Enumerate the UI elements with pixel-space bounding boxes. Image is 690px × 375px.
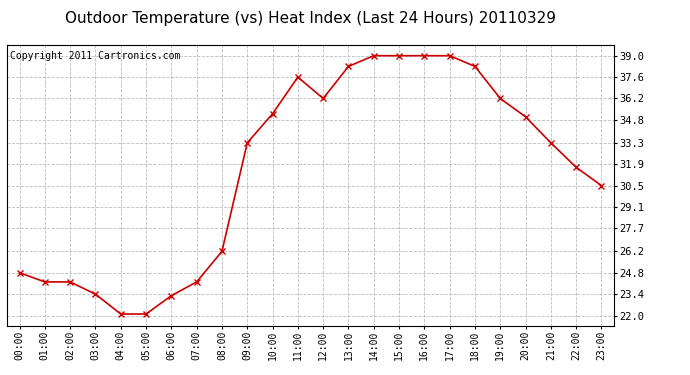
Text: Copyright 2011 Cartronics.com: Copyright 2011 Cartronics.com: [10, 51, 180, 61]
Text: Outdoor Temperature (vs) Heat Index (Last 24 Hours) 20110329: Outdoor Temperature (vs) Heat Index (Las…: [65, 11, 556, 26]
